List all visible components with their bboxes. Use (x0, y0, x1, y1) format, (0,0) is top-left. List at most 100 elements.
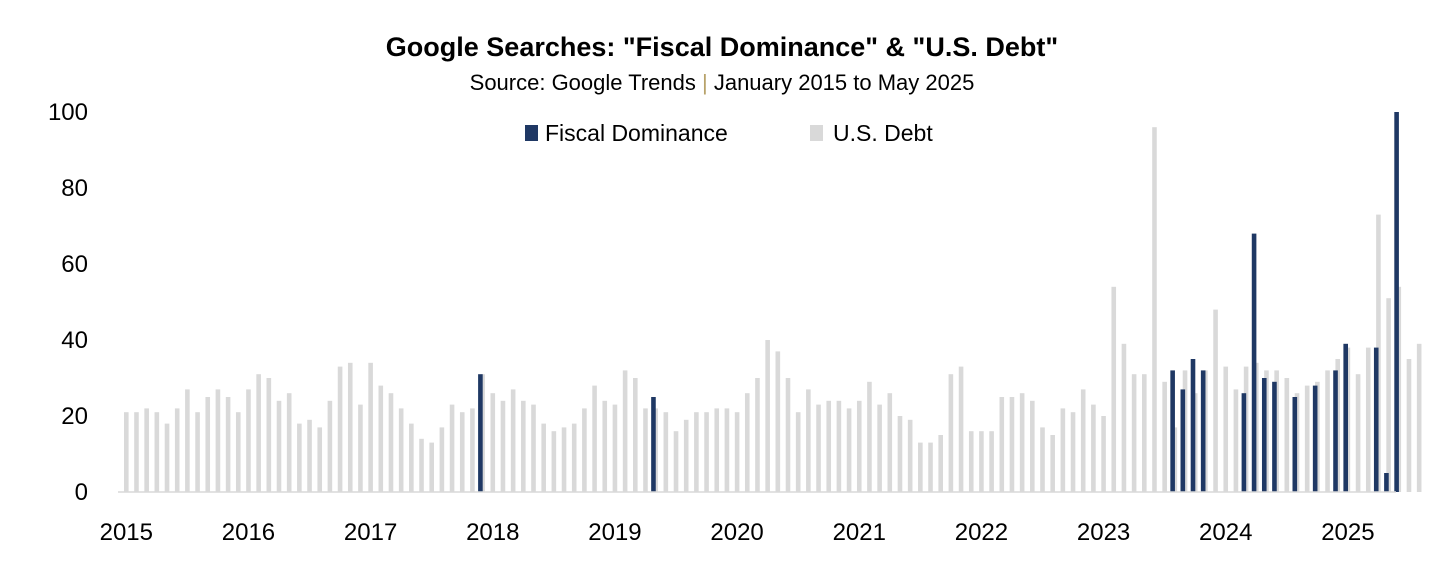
us-debt-bar (1416, 343, 1422, 492)
us-debt-bar (307, 419, 312, 492)
us-debt-bar (1152, 127, 1157, 492)
us-debt-bar (785, 378, 791, 492)
us-debt-bar (734, 412, 740, 492)
us-debt-bar (826, 400, 832, 492)
fiscal-dominance-bar (1200, 370, 1206, 492)
us-debt-bar (928, 442, 933, 492)
fiscal-dominance-bar (1292, 397, 1298, 492)
us-debt-bar (317, 427, 323, 492)
x-tick-label: 2019 (588, 519, 641, 546)
subtitle-separator: | (702, 70, 708, 95)
us-debt-bar (235, 412, 241, 492)
fiscal-dominance-bar (1241, 393, 1247, 492)
us-debt-bar (500, 400, 506, 492)
us-debt-bar (225, 397, 231, 492)
us-debt-bar (1009, 397, 1015, 492)
us-debt-bar (1040, 427, 1045, 492)
us-debt-bar (439, 427, 445, 492)
us-debt-bar (592, 385, 597, 492)
legend: Fiscal Dominance U.S. Debt (525, 120, 933, 146)
us-debt-bar (1091, 404, 1096, 492)
us-debt-bar (246, 389, 251, 492)
us-debt-bar (551, 431, 557, 492)
us-debt-bar (622, 370, 628, 492)
us-debt-bar (174, 408, 180, 492)
us-debt-bar (1304, 385, 1310, 492)
us-debt-bars (124, 127, 1422, 492)
x-tick-label: 2017 (344, 519, 397, 546)
us-debt-bar (836, 400, 842, 492)
us-debt-bar (663, 412, 669, 492)
us-debt-bar (612, 404, 618, 492)
legend-swatch-us-debt (810, 125, 823, 141)
us-debt-bar (459, 412, 465, 492)
us-debt-bar (1070, 412, 1076, 492)
us-debt-bar (1050, 435, 1055, 492)
y-tick-label: 0 (75, 479, 88, 506)
us-debt-bar (958, 366, 964, 492)
us-debt-bar (938, 435, 943, 492)
fiscal-dominance-bar (1170, 370, 1175, 492)
fiscal-dominance-bar (1373, 347, 1379, 492)
chart-subtitle: Source: Google Trends | January 2015 to … (470, 70, 975, 95)
us-debt-bar (358, 404, 363, 492)
us-debt-bar (398, 408, 404, 492)
x-tick-label: 2016 (222, 519, 275, 546)
us-debt-bar (724, 408, 730, 492)
us-debt-bar (582, 408, 587, 492)
chart-title: Google Searches: "Fiscal Dominance" & "U… (386, 32, 1058, 62)
legend-swatch-fiscal-dominance (525, 125, 538, 141)
us-debt-bar (531, 404, 536, 492)
fiscal-dominance-bars (478, 112, 1399, 492)
us-debt-bar (1111, 286, 1117, 492)
us-debt-bar (521, 400, 526, 492)
fiscal-dominance-bar (1343, 343, 1348, 492)
us-debt-bar (1355, 374, 1361, 492)
us-debt-bar (1386, 298, 1391, 492)
fiscal-dominance-bar (1272, 381, 1277, 492)
us-debt-bar (907, 419, 913, 492)
us-debt-bar (704, 412, 709, 492)
fiscal-dominance-bar (1384, 473, 1389, 492)
us-debt-bar (714, 408, 720, 492)
subtitle-source: Source: Google Trends (470, 70, 702, 95)
us-debt-bar (897, 416, 903, 492)
fiscal-dominance-bar (651, 397, 656, 492)
x-tick-label: 2023 (1077, 519, 1130, 546)
us-debt-bar (327, 400, 333, 492)
fiscal-dominance-bar (478, 374, 483, 492)
us-debt-bar (470, 408, 475, 492)
us-debt-bar (999, 397, 1005, 492)
us-debt-bar (256, 374, 261, 492)
x-tick-label: 2025 (1321, 519, 1374, 546)
us-debt-bar (1080, 389, 1086, 492)
x-axis: 2015 2016 2017 2018 2019 2020 2021 2022 2023 2024… (100, 519, 1375, 546)
us-debt-bar (1162, 381, 1167, 492)
us-debt-bar (1213, 309, 1218, 492)
us-debt-bar (378, 385, 384, 492)
fiscal-dominance-bar (1190, 359, 1196, 492)
fiscal-dominance-bar (1312, 385, 1318, 492)
us-debt-bar (215, 389, 221, 492)
us-debt-bar (856, 400, 862, 492)
fiscal-dominance-bar (1251, 233, 1257, 492)
legend-label-fiscal-dominance: Fiscal Dominance (545, 120, 728, 146)
x-tick-label: 2020 (710, 519, 763, 546)
us-debt-bar (694, 412, 699, 492)
us-debt-bar (795, 412, 801, 492)
us-debt-bar (154, 412, 160, 492)
us-debt-bar (541, 423, 546, 492)
us-debt-bar (918, 442, 923, 492)
us-debt-bar (134, 412, 139, 492)
us-debt-bar (195, 412, 200, 492)
x-tick-label: 2022 (955, 519, 1008, 546)
us-debt-bar (266, 378, 272, 492)
x-tick-label: 2021 (833, 519, 886, 546)
y-tick-label: 100 (48, 99, 88, 126)
us-debt-bar (948, 374, 954, 492)
us-debt-bar (816, 404, 821, 492)
us-debt-bar (490, 393, 496, 492)
us-debt-bar (388, 393, 394, 492)
us-debt-bar (449, 404, 455, 492)
us-debt-bar (429, 442, 434, 492)
